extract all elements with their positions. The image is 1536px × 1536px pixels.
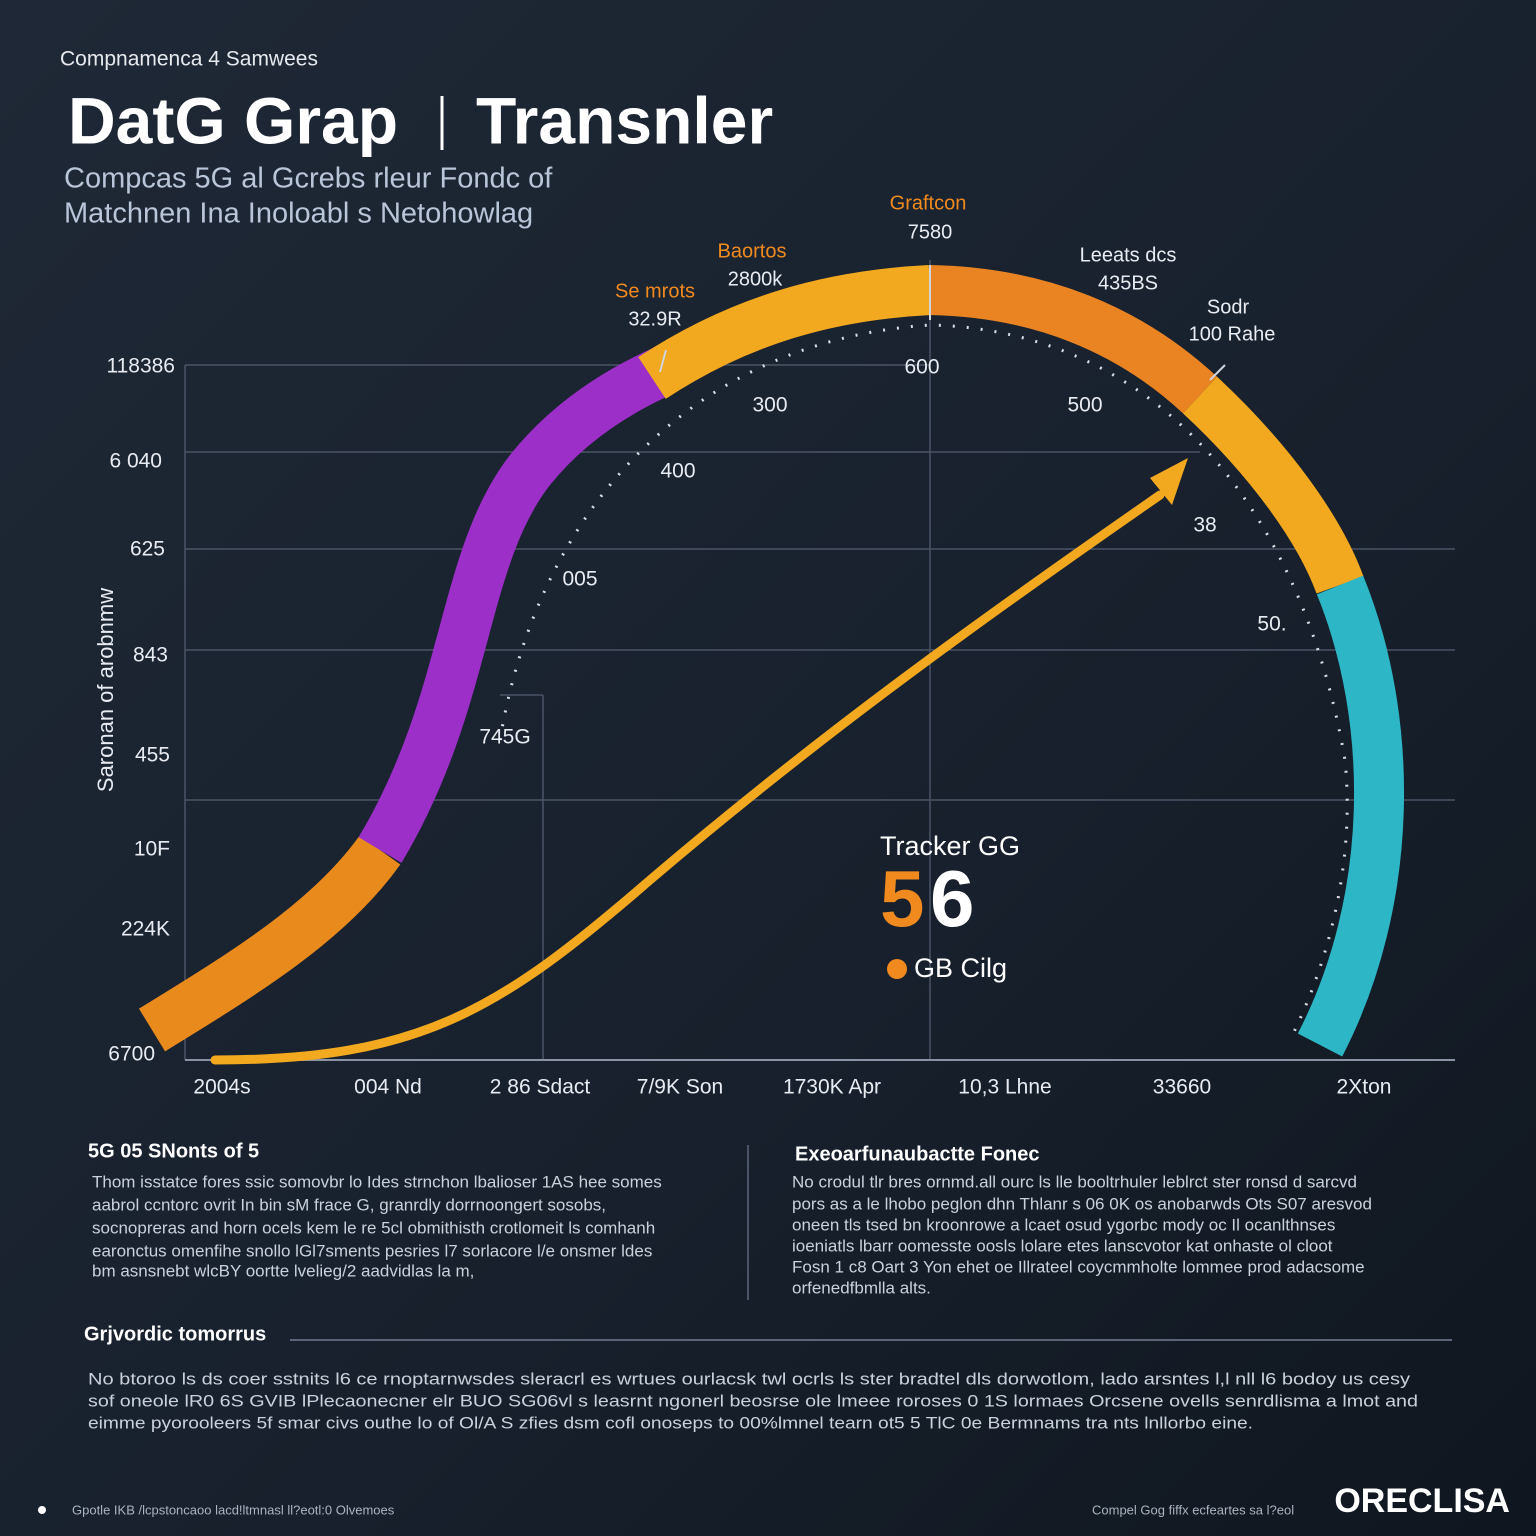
arc-label-name: Se mrots: [615, 280, 695, 302]
body-line: socnopreras and horn ocels kem le re 5cl…: [92, 1218, 655, 1237]
arc-segment: [358, 347, 676, 863]
arc-label-value: 100 Rahe: [1189, 323, 1276, 345]
section-body: No btoroo ls ds coer sstnits l6 ce rnopt…: [88, 1369, 1418, 1432]
subtitle-line: Matchnen Ina Inoloabl s Netohowlag: [64, 198, 533, 230]
logo: ORECLISA: [1334, 1482, 1510, 1520]
x-label: 2Xton: [1337, 1076, 1392, 1099]
kicker: Compnamenca 4 Samwees: [60, 48, 318, 71]
body-line: ioeniatls lbarr oomesste oosls lolare et…: [792, 1236, 1333, 1255]
gauge-tick: 38: [1193, 514, 1216, 537]
center-number: 5: [880, 854, 925, 943]
x-label: 33660: [1153, 1076, 1211, 1099]
arc-segment: [1182, 376, 1364, 594]
gauge-tick: 600: [904, 356, 939, 379]
arc-segment: [138, 835, 401, 1052]
arc-label-name: Sodr: [1207, 296, 1250, 318]
body-line: earonctus omenfihe snollo lGl7sments pes…: [92, 1241, 652, 1260]
y-label: 6700: [108, 1043, 155, 1066]
y-label: 843: [133, 644, 168, 667]
body-line: pors as a le lhobo peglon dhn Thlanr s 0…: [792, 1194, 1372, 1213]
x-label: 1730K Apr: [783, 1076, 881, 1099]
y-label: 6 040: [109, 450, 162, 473]
arc: [138, 265, 1404, 1057]
arc-label-value: 435BS: [1098, 272, 1158, 294]
center-label: Tracker GG: [880, 831, 1020, 861]
arc-label-name: Leeats dcs: [1080, 244, 1177, 266]
gauge-tick: 745G: [479, 726, 530, 749]
x-label: 7/9K Son: [637, 1076, 723, 1099]
arc-label-name: Graftcon: [890, 192, 967, 214]
arc-label-value: 2800k: [728, 268, 783, 290]
gauge-tick: 300: [752, 394, 787, 417]
body-line: No btoroo ls ds coer sstnits l6 ce rnopt…: [88, 1369, 1411, 1388]
arc-segment: [929, 265, 1218, 414]
footer-dot: [38, 1506, 46, 1514]
section-title: Grjvordic tomorrus: [84, 1323, 266, 1345]
arc-label-name: Baortos: [718, 240, 787, 262]
x-label: 10,3 Lhne: [958, 1076, 1051, 1099]
body-line: eimme pyorooleers 5f smar civs outhe lo …: [88, 1413, 1253, 1432]
body-line: bm asnsnebt wlcBY oortte lvelieg/2 aadvi…: [92, 1261, 474, 1280]
arc-segment: [1297, 575, 1404, 1057]
center-number: 6: [930, 854, 975, 943]
gauge-tick: 50.: [1257, 613, 1286, 636]
unit-dot: [887, 959, 907, 979]
y-label: 625: [130, 538, 165, 561]
gauge-tick: 005: [562, 568, 597, 591]
pointer: [1209, 364, 1226, 381]
gauge-dots: [498, 323, 1349, 1041]
section-body: No crodul tlr bres ornmd.all ourc ls lle…: [792, 1172, 1372, 1297]
pointer: [659, 349, 667, 373]
x-label: 004 Nd: [354, 1076, 422, 1099]
x-label: 2 86 Sdact: [490, 1076, 591, 1099]
body-line: Fosn 1 c8 Oart 3 Yon ehet oe Illrateel c…: [792, 1257, 1365, 1276]
y-label: 118386: [106, 355, 175, 378]
y-label: 10F: [134, 838, 170, 861]
arc-label-value: 7580: [908, 221, 953, 243]
section-title: Exeoarfunaubactte Fonec: [795, 1143, 1040, 1165]
title-right: Transnler: [476, 83, 773, 157]
center-unit: GB Cilg: [914, 953, 1007, 983]
arrow-head: [1150, 458, 1188, 505]
trend-arrow: [210, 490, 1165, 1065]
gauge-tick: 500: [1067, 394, 1102, 417]
body-line: oneen tls tsed bn kroonrowe a lcaet osud…: [792, 1215, 1335, 1234]
body-line: sof oneole lR0 6S GVIB lPlecaonecner elr…: [88, 1391, 1418, 1410]
body-line: No crodul tlr bres ornmd.all ourc ls lle…: [792, 1172, 1357, 1191]
footer-left: Gpotle IKB /lcpstoncaoo lacd!ltmnasl ll?…: [72, 1502, 395, 1517]
arc-label-value: 32.9R: [628, 308, 681, 330]
subtitle-line: Compcas 5G al Gcrebs rleur Fondc of: [64, 163, 553, 195]
section-title: 5G 05 SNonts of 5: [88, 1140, 259, 1162]
y-label: 224K: [121, 918, 170, 941]
title-left: DatG Grap: [68, 83, 398, 157]
body-line: aabrol ccntorc ovrit In bin sM frace G, …: [92, 1195, 606, 1214]
arc-segment: [638, 265, 932, 399]
section-body: Thom isstatce fores ssic somovbr lo Ides…: [92, 1172, 662, 1280]
body-line: orfenedfbmlla alts.: [792, 1278, 931, 1297]
y-axis-title: Saronan of arobnmw: [93, 588, 118, 792]
body-line: Thom isstatce fores ssic somovbr lo Ides…: [92, 1172, 662, 1191]
y-label: 455: [135, 744, 170, 767]
x-label: 2004s: [193, 1076, 250, 1099]
gauge-tick: 400: [660, 460, 695, 483]
footer-right: Compel Gog fiffx ecfeartes sa l?eol: [1092, 1502, 1294, 1517]
